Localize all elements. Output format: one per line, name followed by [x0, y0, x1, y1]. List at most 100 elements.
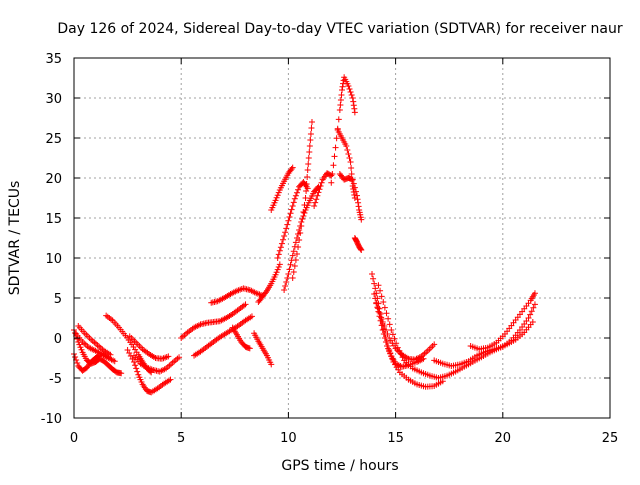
data-point [391, 335, 398, 342]
data-point [380, 299, 387, 305]
data-point [350, 102, 357, 109]
y-tick-label: 25 [45, 132, 62, 147]
data-point [167, 376, 174, 383]
data-point [378, 293, 385, 300]
x-tick-label: 5 [177, 431, 185, 446]
data-point [344, 147, 351, 153]
data-point [300, 209, 307, 215]
data-point [373, 300, 380, 307]
data-point [76, 341, 83, 348]
data-point [346, 86, 353, 92]
data-point [378, 322, 385, 329]
data-point [355, 199, 362, 206]
data-point [248, 313, 255, 320]
data-point [386, 321, 393, 328]
data-point [375, 308, 382, 315]
data-point [293, 251, 300, 257]
data-point [272, 197, 279, 204]
data-point [78, 346, 85, 353]
data-point [291, 263, 298, 269]
data-point [292, 257, 299, 263]
data-point [275, 189, 282, 196]
data-point [431, 341, 438, 348]
series-track-s [311, 170, 335, 209]
x-axis-label: GPS time / hours [281, 458, 398, 474]
y-tick-label: 0 [54, 332, 62, 347]
data-point [303, 181, 310, 187]
data-point [348, 165, 355, 171]
data-point [345, 83, 352, 89]
data-point [242, 301, 249, 308]
data-point [312, 199, 319, 206]
data-point [399, 354, 406, 361]
data-point [313, 196, 320, 203]
data-point [316, 186, 323, 193]
data-point [307, 137, 314, 143]
data-point [308, 119, 315, 125]
data-point [268, 361, 275, 368]
data-point [77, 344, 84, 351]
data-point [331, 153, 338, 160]
data-point [354, 196, 361, 203]
data-point [385, 345, 392, 352]
data-point [74, 360, 81, 366]
data-point [376, 309, 383, 316]
data-point [301, 202, 308, 208]
data-point [306, 143, 313, 149]
data-point [297, 230, 304, 236]
data-point [339, 83, 346, 90]
series-track-f [124, 347, 174, 396]
data-point [302, 195, 309, 201]
data-point [531, 290, 538, 297]
data-point [283, 225, 290, 232]
data-point [351, 109, 358, 116]
data-point [357, 246, 364, 253]
x-tick-label: 15 [387, 431, 404, 446]
data-point [381, 304, 388, 311]
data-point [358, 247, 365, 253]
data-point [389, 331, 396, 338]
data-point [355, 203, 362, 210]
data-point [396, 347, 403, 354]
data-point [385, 315, 392, 322]
data-point [384, 331, 391, 337]
data-point [329, 171, 336, 177]
data-point [132, 362, 139, 369]
data-point [287, 210, 294, 217]
data-point [350, 98, 357, 105]
data-point [107, 351, 114, 358]
data-point [292, 239, 299, 246]
data-point [277, 244, 284, 251]
data-point [528, 308, 535, 315]
data-point [351, 192, 358, 198]
data-point [332, 144, 339, 151]
data-point [377, 287, 384, 294]
data-point [315, 189, 322, 196]
data-point [275, 251, 282, 258]
data-point [296, 227, 303, 233]
y-tick-label: -10 [41, 412, 62, 427]
series-track-i [178, 301, 249, 341]
data-point [388, 327, 395, 333]
data-point [262, 289, 269, 296]
data-point [282, 283, 289, 289]
data-point [529, 319, 536, 325]
data-point [337, 102, 344, 108]
series-track-ac [467, 290, 538, 353]
data-point [303, 188, 310, 194]
data-point [280, 236, 287, 243]
y-tick-label: 35 [45, 52, 62, 67]
data-point [350, 180, 357, 187]
data-point [282, 229, 289, 236]
data-point [284, 221, 291, 228]
data-point [273, 269, 280, 276]
data-point [394, 344, 401, 351]
data-point [375, 282, 382, 289]
data-point [328, 179, 335, 186]
data-point [284, 275, 291, 281]
data-point [301, 210, 308, 216]
data-point [347, 159, 354, 165]
data-point [293, 189, 300, 196]
data-point [272, 271, 279, 278]
